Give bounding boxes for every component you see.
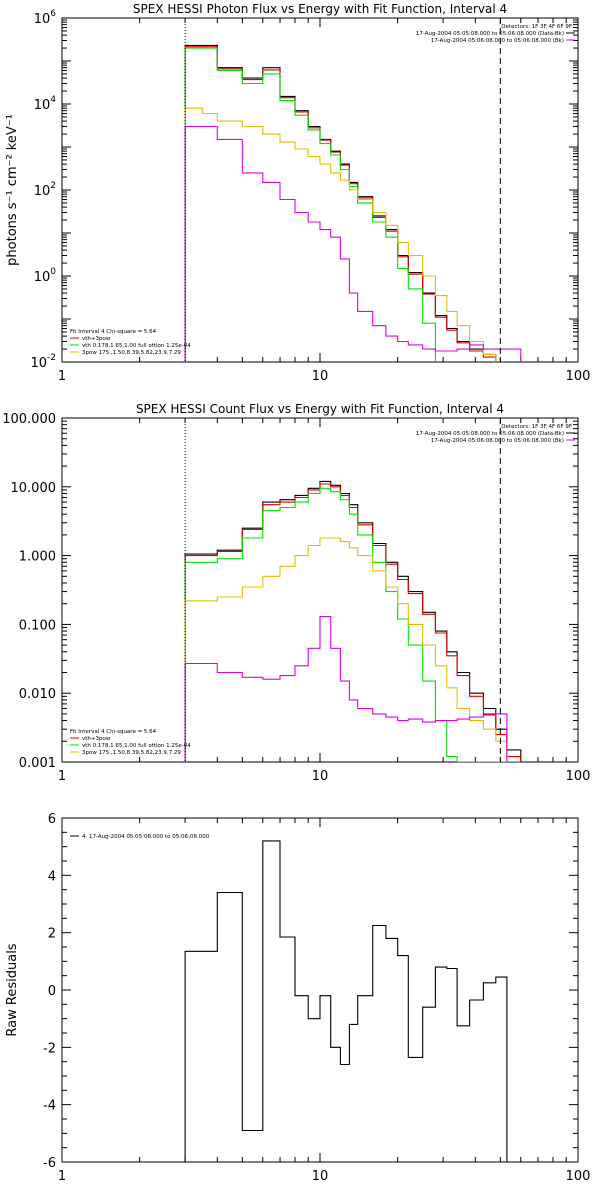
series-line-3 [184, 487, 521, 762]
y-tick-exp: -2 [47, 353, 56, 363]
y-tick-label: -4 [43, 1099, 56, 1114]
y-tick-label: 104 [34, 95, 57, 113]
legend-entry: vth+3pow [82, 336, 111, 342]
y-tick-label: 0.100 [19, 618, 56, 633]
y-axis-label: photons s⁻¹ cm⁻² keV⁻¹ [5, 114, 20, 266]
x-tick-label: 10 [312, 769, 329, 784]
legend-entry: Fit Interval 4 Chi-square = 5.64 [70, 329, 157, 335]
chart-title: SPEX HESSI Photon Flux vs Energy with Fi… [133, 2, 507, 16]
y-tick-base: 10 [34, 98, 51, 113]
chart-panel-2: SPEX HESSI Count Flux vs Energy with Fit… [2, 402, 590, 784]
y-tick-label: 102 [34, 181, 56, 199]
legend-entry: vth+3pow [82, 736, 111, 742]
y-tick-base: 10 [34, 184, 51, 199]
legend-entry: vth 0.178,1.65,1.00 full ottlon 1.25e-04 [82, 743, 191, 749]
x-tick-label: 100 [566, 1169, 591, 1184]
x-tick-label: 1 [58, 769, 66, 784]
series-line-1 [184, 44, 522, 362]
y-tick-label: 106 [34, 9, 57, 27]
legend-entry: 17-Aug-2004 05:06:08.000 to 05:06:08.000… [431, 38, 564, 44]
legend-entry: 17-Aug-2004 05:05:08.000 to 05:06:08.000… [416, 431, 564, 437]
x-tick-label: 100 [566, 369, 591, 384]
y-tick-label: 0.001 [19, 756, 56, 771]
y-tick-label: 0 [48, 984, 56, 999]
legend-entry: 17-Aug-2004 05:06:08.000 to 05:06:08.000… [431, 438, 564, 444]
y-tick-label: 1.000 [19, 550, 56, 565]
y-tick-exp: 0 [50, 267, 56, 277]
y-tick-exp: 2 [50, 181, 56, 191]
y-tick-base: 10 [34, 12, 51, 27]
chart-panel-3: 1 10 100 -6 -4 -2 0 2 4 6 Raw Residuals 4. 17-Aug-2… [5, 812, 590, 1184]
y-tick-label: 100 [34, 267, 57, 285]
y-tick-label: -6 [43, 1156, 56, 1171]
series-group [184, 44, 522, 362]
x-tick-label: 1 [58, 369, 66, 384]
y-tick-label: 10-2 [30, 353, 56, 371]
legend-entry: 3pow 175.,1.50,8.39,5.82,23.9,7.29 [82, 350, 181, 356]
y-tick-label: 6 [48, 812, 56, 827]
x-tick-label: 1 [58, 1169, 66, 1184]
legend-entry: Detectors: 1F 3F 4F 6F 9F [501, 24, 572, 30]
y-tick-label: 100.000 [2, 412, 56, 427]
y-tick-base: 10 [30, 356, 47, 371]
legend-entry: 4. 17-Aug-2004 05:05:08.000 to 05:06:08.… [82, 834, 210, 840]
x-tick-label: 10 [312, 1169, 329, 1184]
series-line-1 [184, 840, 508, 1162]
series-line-5 [184, 616, 521, 762]
series-group [184, 480, 522, 762]
x-tick-label: 10 [312, 369, 329, 384]
chart-panel-1: SPEX HESSI Photon Flux vs Energy with Fi… [5, 2, 590, 384]
y-tick-label: -2 [43, 1041, 56, 1056]
legend-entry: Fit Interval 4 Chi-square = 5.64 [70, 729, 157, 735]
legend-entry: 17-Aug-2004 05:05:08.000 to 05:06:08.000… [416, 31, 564, 37]
y-axis-label: Raw Residuals [5, 943, 20, 1036]
legend-entry: Detectors: 1F 3F 4F 6F 9F [501, 424, 572, 430]
legend-entry: vth 0.178,1.65,1.00 full ottlon 1.25e-04 [82, 343, 191, 349]
series-line-4 [184, 107, 522, 362]
series-group [184, 840, 508, 1162]
chart-title: SPEX HESSI Count Flux vs Energy with Fit… [136, 402, 504, 416]
series-line-3 [184, 47, 522, 362]
y-tick-label: 10.000 [11, 481, 57, 496]
series-line-2 [184, 46, 522, 362]
y-tick-exp: 4 [50, 95, 56, 105]
plot-frame [61, 817, 579, 1163]
y-tick-base: 10 [34, 270, 51, 285]
y-tick-label: 2 [48, 927, 56, 942]
legend-entry: 3pow 175.,1.50,8.39,5.82,23.9,7.29 [82, 750, 181, 756]
series-line-5 [184, 125, 522, 362]
series-line-1 [184, 480, 522, 762]
y-tick-label: 4 [48, 869, 56, 884]
series-line-4 [184, 537, 521, 762]
y-tick-label: 0.010 [19, 687, 56, 702]
x-tick-label: 100 [566, 769, 591, 784]
y-tick-exp: 6 [50, 9, 56, 19]
